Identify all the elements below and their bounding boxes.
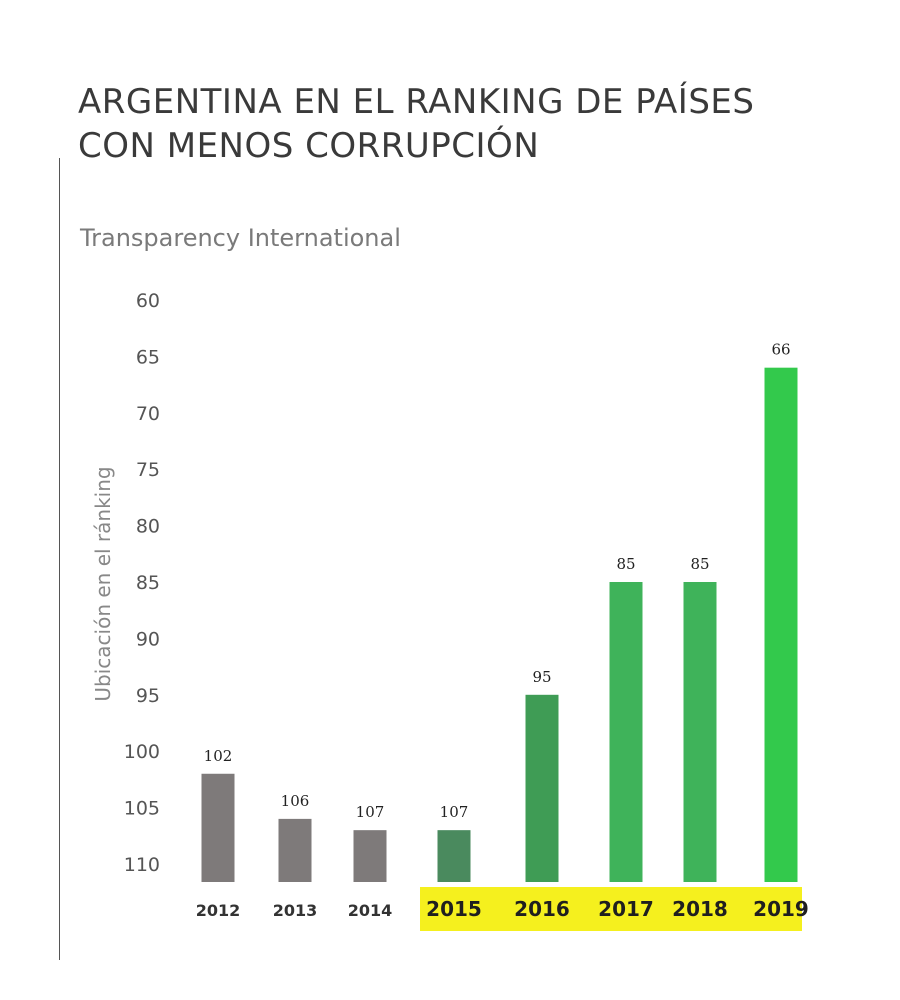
data-label-2012: 102 <box>204 747 233 765</box>
category-label-2013: 2013 <box>273 901 318 920</box>
chart-title-line-1: ARGENTINA EN EL RANKING DE PAÍSES <box>78 82 755 122</box>
y-tick-label: 70 <box>136 403 160 425</box>
chart-subtitle: Transparency International <box>80 224 401 252</box>
y-tick-label: 90 <box>136 628 160 650</box>
chart-title: ARGENTINA EN EL RANKING DE PAÍSES CON ME… <box>78 80 754 168</box>
bar-2017 <box>609 582 643 882</box>
data-label-2019: 66 <box>771 341 790 359</box>
bars <box>201 367 798 882</box>
data-label-2018: 85 <box>690 555 709 573</box>
category-label-2014: 2014 <box>348 901 393 920</box>
bar-2012 <box>201 773 235 882</box>
bar-2014 <box>353 830 387 882</box>
data-label-2015: 107 <box>440 803 469 821</box>
y-tick-label: 80 <box>136 516 160 538</box>
chart-title-line-2: CON MENOS CORRUPCIÓN <box>78 126 540 166</box>
data-label-2013: 106 <box>281 792 310 810</box>
y-tick-label: 85 <box>136 572 160 594</box>
y-tick-label: 95 <box>136 685 160 707</box>
bar-2018 <box>683 582 717 882</box>
data-label-2017: 85 <box>616 555 635 573</box>
y-tick-label: 60 <box>136 290 160 312</box>
category-label-2018: 2018 <box>672 897 728 921</box>
data-label-2014: 107 <box>356 803 385 821</box>
y-tick-label: 100 <box>124 741 160 763</box>
bar-2015 <box>437 830 471 882</box>
y-axis-label: Ubicación en el ránking <box>91 466 115 701</box>
category-label-2012: 2012 <box>196 901 241 920</box>
category-labels: 2012 2013 2014 2015 2016 2017 2018 2019 <box>196 897 809 921</box>
year-highlight-band <box>420 887 802 931</box>
category-label-2016: 2016 <box>514 897 570 921</box>
bar-2016 <box>525 694 559 882</box>
category-label-2015: 2015 <box>426 897 482 921</box>
data-label-2016: 95 <box>532 668 551 686</box>
category-label-2017: 2017 <box>598 897 654 921</box>
bar-2013 <box>278 818 312 882</box>
bar-2019 <box>764 367 798 882</box>
y-tick-label: 110 <box>124 854 160 876</box>
y-tick-label: 105 <box>124 798 160 820</box>
y-axis-ticks: 60 65 70 75 80 85 90 95 100 105 110 <box>124 290 160 876</box>
category-label-2019: 2019 <box>753 897 809 921</box>
data-labels: 102 106 107 107 95 85 85 66 <box>204 341 791 821</box>
left-divider-line <box>59 158 60 960</box>
y-tick-label: 75 <box>136 459 160 481</box>
y-tick-label: 65 <box>136 346 160 368</box>
